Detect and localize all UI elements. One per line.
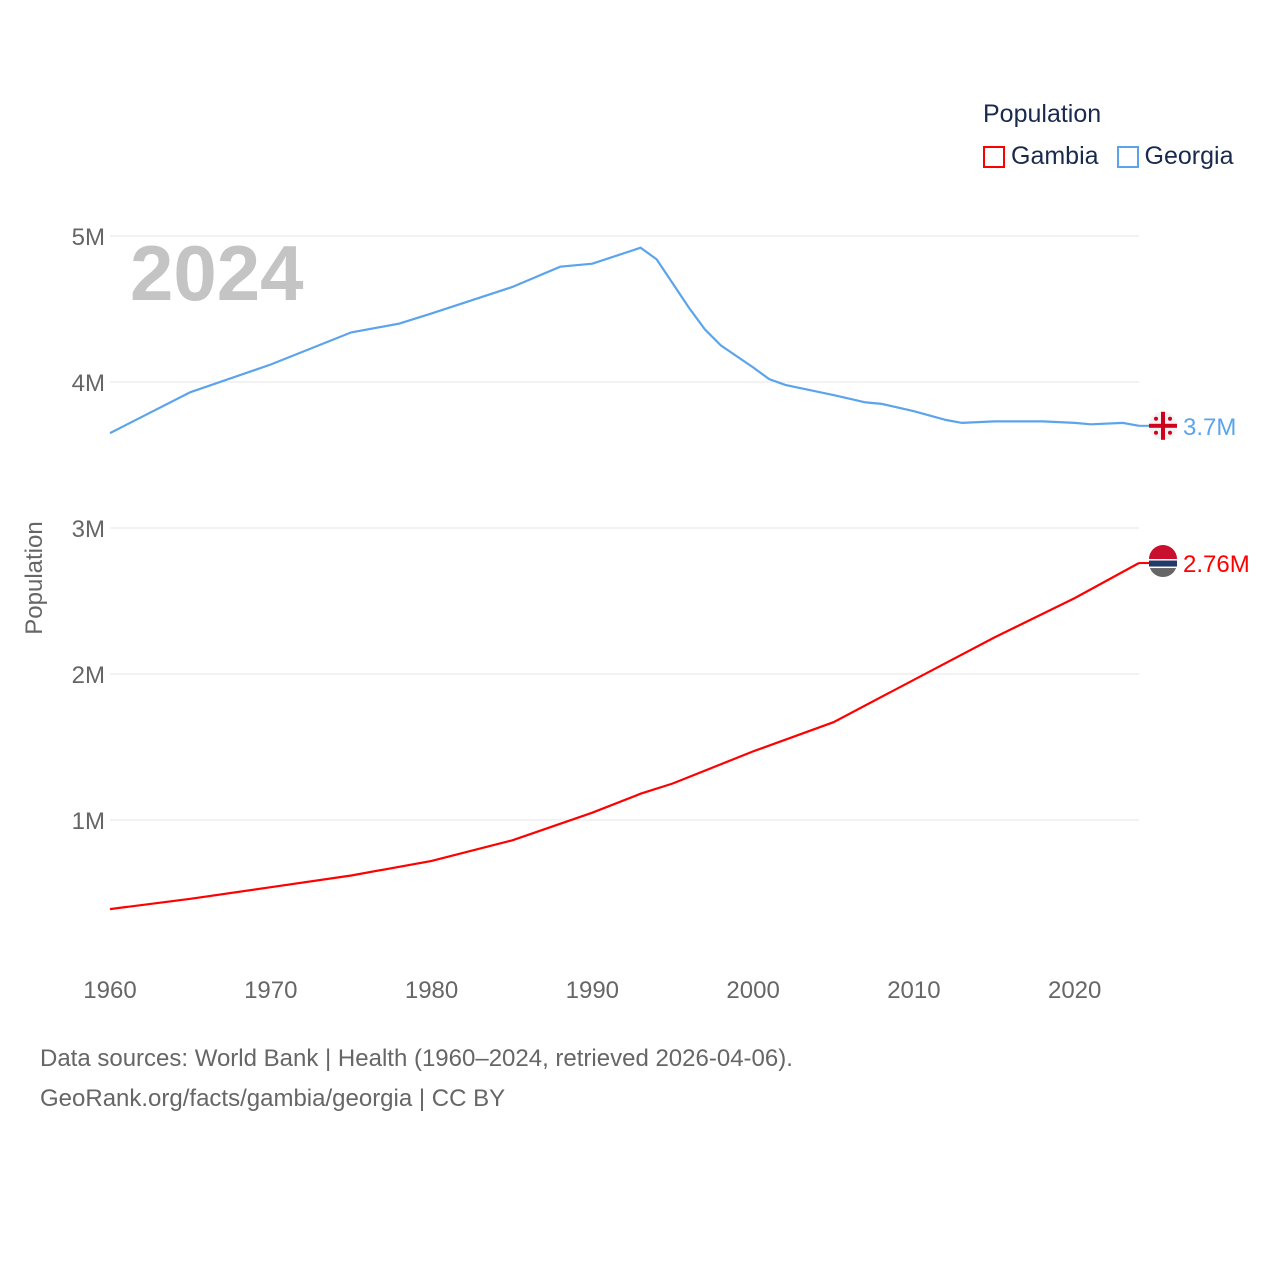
y-tick-label: 5M: [72, 224, 105, 251]
x-tick-label: 2000: [726, 977, 779, 1004]
y-tick-label: 3M: [72, 516, 105, 543]
series-line-georgia: [109, 246, 1140, 435]
series-line-gambia: [109, 562, 1140, 911]
footer-sources: Data sources: World Bank | Health (1960–…: [40, 1045, 793, 1072]
y-axis-label: Population: [21, 521, 48, 634]
end-value-label-georgia: 3.7M: [1183, 414, 1236, 441]
y-tick-label: 2M: [72, 662, 105, 689]
footer-credit[interactable]: GeoRank.org/facts/gambia/georgia | CC BY: [40, 1085, 506, 1112]
x-tick-label: 1960: [83, 977, 136, 1004]
x-tick-label: 1970: [244, 977, 297, 1004]
georgia-flag-cross: [1161, 411, 1165, 440]
end-value-label-gambia: 2.76M: [1183, 551, 1250, 578]
x-tick-label: 2020: [1048, 977, 1101, 1004]
x-tick-label: 1980: [405, 977, 458, 1004]
georgia-flag-small-cross: [1154, 430, 1158, 435]
gambia-flag-blue: [1149, 560, 1177, 567]
x-tick-label: 2010: [887, 977, 940, 1004]
legend-label-gambia: Gambia: [1011, 142, 1099, 170]
y-tick-label: 1M: [72, 808, 105, 835]
georgia-flag-small-cross: [1168, 430, 1172, 435]
legend-swatch-georgia: [1116, 145, 1139, 168]
gambia-flag-red: [1149, 545, 1178, 560]
year-label: 2024: [130, 229, 304, 317]
legend-swatch-gambia: [983, 145, 1005, 168]
legend: Gambia Georgia: [983, 142, 1234, 171]
georgia-flag-small-cross: [1168, 416, 1172, 421]
legend-item-georgia[interactable]: Georgia: [1116, 142, 1234, 171]
legend-title: Population: [983, 100, 1102, 128]
y-tick-label: 4M: [72, 370, 105, 397]
x-tick-label: 1990: [566, 977, 619, 1004]
legend-label-georgia: Georgia: [1144, 142, 1234, 170]
georgia-flag-small-cross: [1154, 416, 1158, 421]
legend-item-gambia[interactable]: Gambia: [983, 142, 1099, 171]
